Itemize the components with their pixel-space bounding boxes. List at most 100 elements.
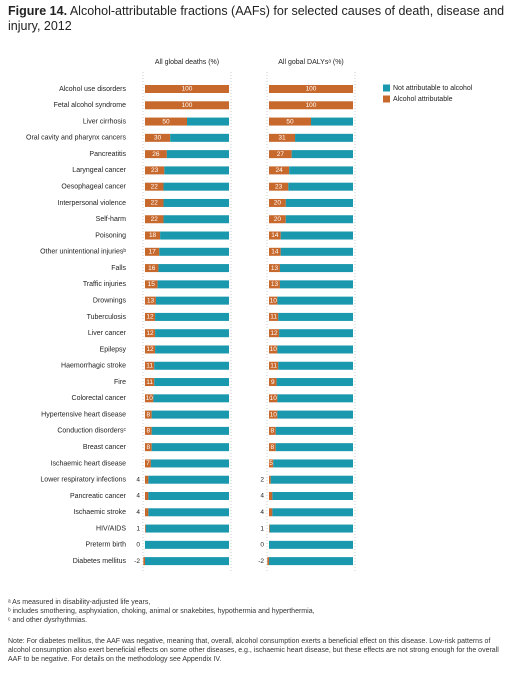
bar-segment xyxy=(145,410,152,419)
bar-segment xyxy=(269,426,276,435)
value-label: 14 xyxy=(271,249,279,256)
y-tick-label: Laryngeal cancer xyxy=(72,167,126,174)
bar-segment xyxy=(145,394,154,403)
y-tick-label: Haemorrhagic stroke xyxy=(61,363,126,370)
bar-segment xyxy=(269,378,277,387)
value-label: 2 xyxy=(260,476,264,483)
value-label: -2 xyxy=(134,558,140,565)
bar-segment xyxy=(285,215,353,224)
value-label: 22 xyxy=(151,183,159,190)
bar-segment xyxy=(269,85,353,93)
bar-segment xyxy=(157,280,229,289)
bar-segment xyxy=(269,345,278,354)
bar-segment xyxy=(145,247,160,256)
y-tick-label: Poisoning xyxy=(95,232,126,239)
y-tick-label: Falls xyxy=(111,265,126,272)
value-label: 12 xyxy=(146,346,154,353)
chart-title: Alcohol-attributable fractions (AAFs) fo… xyxy=(8,4,505,33)
bar-segment xyxy=(267,557,269,566)
bar-segment xyxy=(269,361,279,370)
value-label: 14 xyxy=(271,232,279,239)
value-label: 30 xyxy=(154,135,162,142)
y-tick-label: Drownings xyxy=(93,297,127,304)
bar-segment xyxy=(163,182,229,191)
bar-segment xyxy=(148,492,229,500)
value-label: 9 xyxy=(271,379,275,386)
value-label: 13 xyxy=(147,297,155,304)
value-label: 4 xyxy=(136,509,140,516)
bar-segment xyxy=(160,231,229,240)
bar-segment xyxy=(269,394,278,403)
bar-segment xyxy=(145,492,149,500)
chart: Alcohol use disorders Fetal alcohol syndr… xyxy=(26,59,473,572)
value-label: 50 xyxy=(286,118,294,125)
value-label: 5 xyxy=(269,460,273,467)
bar-segment xyxy=(277,296,353,305)
y-tick-label: Ischaemic stroke xyxy=(73,509,126,516)
bar-segment xyxy=(269,492,273,500)
bar-segment xyxy=(145,264,159,273)
bar-segment xyxy=(163,215,229,224)
bar-segment xyxy=(285,198,353,207)
value-label: 10 xyxy=(270,411,278,418)
bar-segment xyxy=(269,280,280,289)
footnote: ᶜ and other dysrhythmias. xyxy=(8,617,88,624)
panel-title: All global deaths (%) xyxy=(155,59,219,66)
value-label: 10 xyxy=(270,297,278,304)
bar-segment xyxy=(269,459,274,468)
bar-segment xyxy=(278,312,353,321)
bar-segment xyxy=(269,540,353,549)
bar-segment xyxy=(269,215,286,224)
bar-segment xyxy=(279,264,353,273)
bar-segment xyxy=(151,410,229,419)
y-tick-label: Epilepsy xyxy=(100,346,127,353)
value-label: 27 xyxy=(277,151,285,158)
y-tick-label: Self-harm xyxy=(96,216,127,223)
bar-segment xyxy=(269,117,311,126)
value-label: 11 xyxy=(146,362,153,369)
value-label: 8 xyxy=(271,444,275,451)
bar-segment xyxy=(269,182,289,191)
bar-segment xyxy=(269,198,286,207)
bar-segment xyxy=(145,524,229,533)
bar-segment xyxy=(145,426,152,435)
bar-segment xyxy=(278,361,353,370)
y-tick-label: Fire xyxy=(114,379,126,386)
y-tick-label: Other unintentional injuriesᵇ xyxy=(40,249,126,256)
value-label: 100 xyxy=(306,86,317,93)
bar-segment xyxy=(145,508,149,517)
bar-segment xyxy=(295,133,353,142)
bar-segment xyxy=(145,378,155,387)
bar-segment xyxy=(145,329,156,338)
y-tick-label: Liver cirrhosis xyxy=(83,118,127,125)
value-label: 0 xyxy=(260,542,264,549)
bar-segment xyxy=(269,524,353,533)
value-label: 8 xyxy=(147,444,151,451)
value-label: 1 xyxy=(136,525,140,532)
bar-segment xyxy=(158,264,229,273)
bar-segment xyxy=(145,231,161,240)
bar-segment xyxy=(155,329,229,338)
value-label: 4 xyxy=(260,493,264,500)
legend-swatch xyxy=(383,84,390,92)
bar-segment xyxy=(159,247,229,256)
bar-segment xyxy=(275,443,353,452)
value-label: 8 xyxy=(147,411,151,418)
y-tick-label: Breast cancer xyxy=(83,444,127,451)
value-label: 0 xyxy=(136,542,140,549)
bar-segment xyxy=(269,557,353,566)
bar-segment xyxy=(145,215,164,224)
bar-segment xyxy=(269,443,276,452)
bar-segment xyxy=(269,410,278,419)
value-label: 17 xyxy=(149,249,157,256)
bar-segment xyxy=(269,508,273,517)
bar-segment xyxy=(269,475,271,484)
bar-segment xyxy=(269,101,353,110)
bar-segment xyxy=(145,133,171,142)
bar-segment xyxy=(143,557,145,566)
bar-segment xyxy=(269,329,280,338)
bar-segment xyxy=(270,475,353,484)
bar-segment xyxy=(269,150,292,159)
value-label: 31 xyxy=(278,135,286,142)
bar-segment xyxy=(145,524,146,533)
